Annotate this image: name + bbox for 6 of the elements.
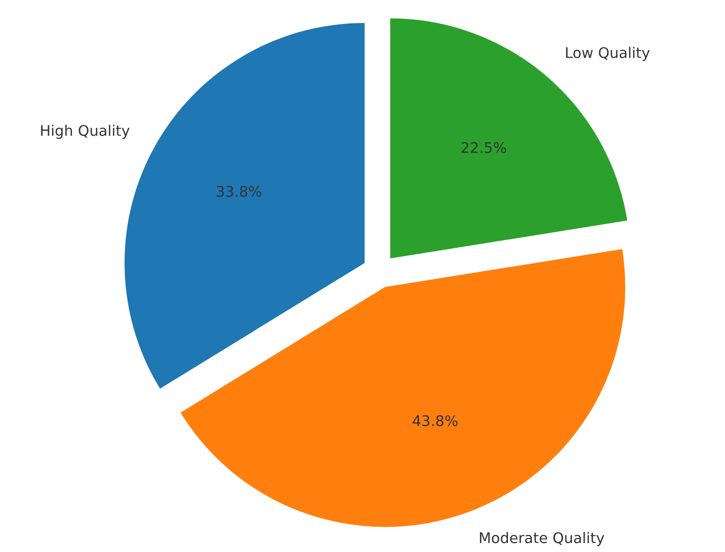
data-label: 33.8%	[216, 186, 262, 197]
slice-label: Moderate Quality	[480, 532, 604, 546]
data-label: 22.5%	[462, 142, 506, 154]
slice-label: High Quality	[41, 124, 130, 139]
slice-label: Low Quality	[566, 46, 650, 61]
data-label: 43.8%	[412, 415, 458, 426]
